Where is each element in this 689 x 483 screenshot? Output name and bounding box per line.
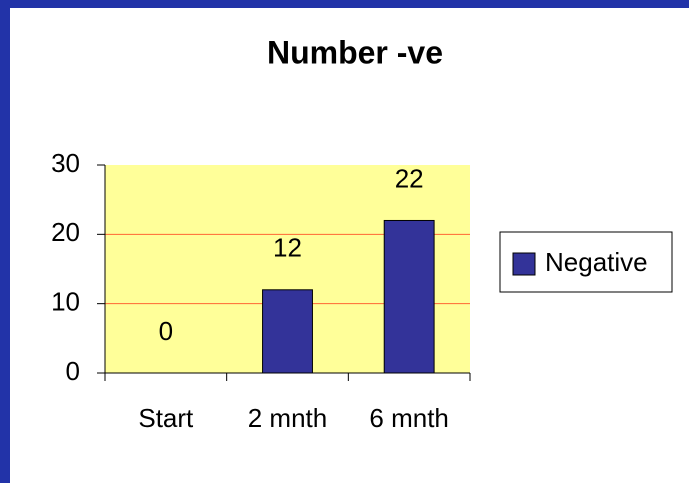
bar [383,219,435,374]
data-label: 22 [395,163,424,193]
bar [262,289,313,374]
y-tick-label: 10 [51,287,80,317]
x-tick-label: 6 mnth [369,403,449,433]
y-tick-label: 0 [66,356,80,386]
data-label: 0 [159,316,173,346]
y-tick-label: 20 [51,217,80,247]
y-tick-label: 30 [51,148,80,178]
data-label: 12 [273,233,302,263]
x-tick-label: Start [138,403,194,433]
legend-label: Negative [545,247,648,277]
chart-title: Number -ve [267,34,443,70]
legend-marker [512,252,536,276]
x-tick-label: 2 mnth [248,403,328,433]
